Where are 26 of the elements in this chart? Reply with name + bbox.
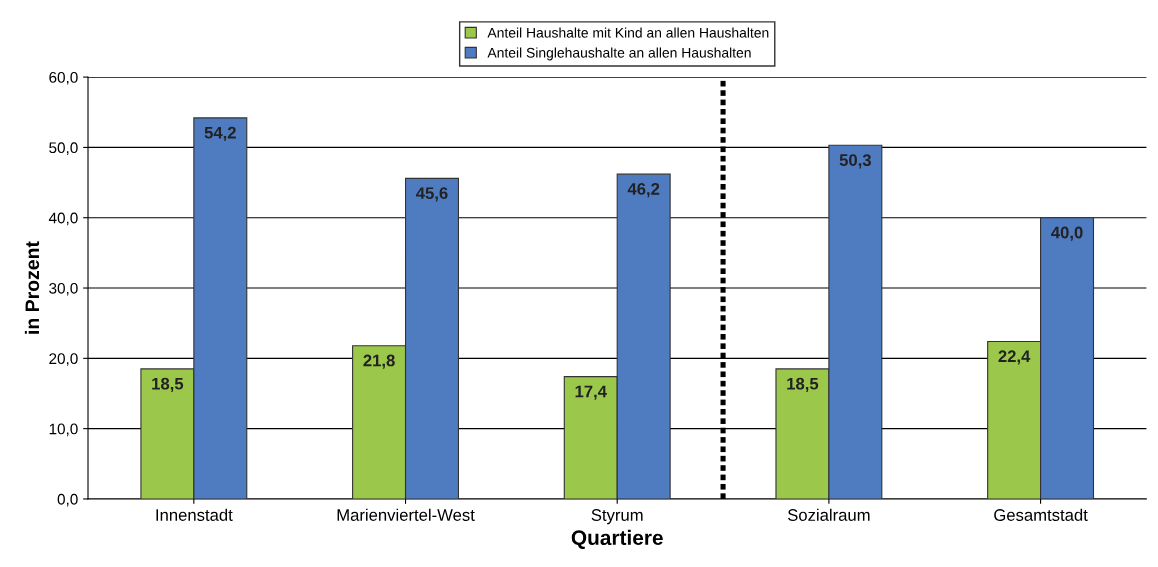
- data-label: 40,0: [1051, 226, 1083, 241]
- y-tick-label: 0,0: [57, 493, 78, 507]
- data-label: 22,4: [998, 350, 1031, 365]
- x-tick-label: Marienviertel-West: [337, 508, 475, 521]
- y-axis-title: in Prozent: [24, 241, 40, 334]
- x-axis-title: Quartiere: [571, 529, 663, 549]
- data-label: 54,2: [204, 126, 236, 141]
- x-tick-label: Gesamtstadt: [994, 508, 1088, 521]
- data-label: 45,6: [416, 187, 448, 202]
- data-label: 18,5: [787, 377, 819, 392]
- y-tick-label: 50,0: [49, 142, 78, 155]
- x-tick-label: Styrum: [591, 509, 643, 525]
- y-tick-label: 10,0: [49, 423, 78, 437]
- data-label: 46,2: [627, 183, 660, 198]
- y-tick-label: 30,0: [49, 282, 78, 296]
- y-tick-label: 20,0: [49, 353, 78, 366]
- legend-label: Anteil Haushalte mit Kind an allen Haushalten: [487, 27, 769, 38]
- y-tick-label: 40,0: [48, 212, 78, 226]
- data-label: 21,8: [363, 354, 395, 369]
- x-tick-label: Sozialraum: [787, 508, 870, 521]
- data-label: 17,4: [575, 385, 607, 400]
- y-tick-label: 60,0: [49, 71, 78, 85]
- legend-label: Anteil Singlehaushalte an allen Haushalten: [487, 47, 751, 61]
- data-label: 18,5: [152, 377, 184, 392]
- x-tick-label: Innenstadt: [156, 508, 233, 521]
- data-label: 50,3: [839, 154, 871, 169]
